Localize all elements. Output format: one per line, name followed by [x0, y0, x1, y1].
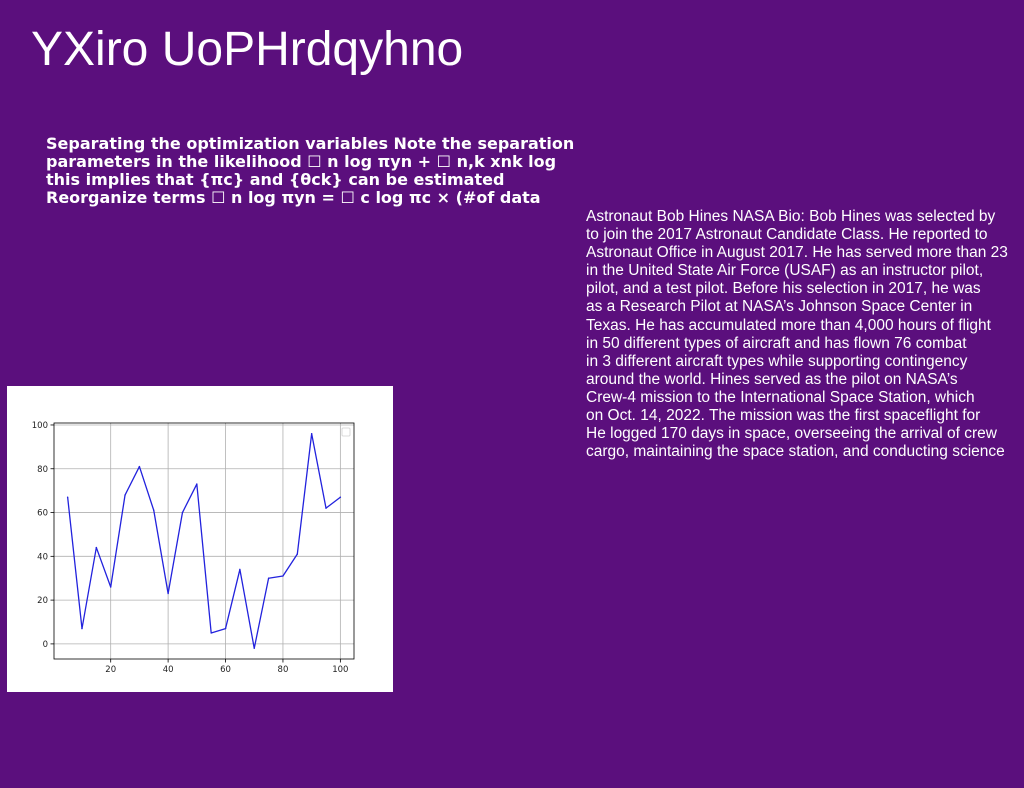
y-tick-label: 80	[37, 465, 48, 475]
series-line	[66, 433, 341, 649]
bio-line: in the United State Air Force (USAF) as …	[586, 262, 984, 280]
data-point	[210, 632, 212, 634]
bio-line: as a Research Pilot at NASA’s Johnson Sp…	[586, 298, 973, 316]
y-tick-label: 100	[32, 421, 48, 431]
bio-line: Crew-4 mission to the International Spac…	[586, 388, 975, 406]
bio-line: Texas. He has accumulated more than 4,00…	[586, 316, 991, 334]
data-point	[109, 586, 112, 588]
y-tick-label: 20	[37, 596, 48, 606]
bold-text-line: this implies that {πc} and {θck} can be …	[46, 170, 505, 189]
bold-text-block: Separating the optimization variables No…	[46, 135, 576, 207]
data-point	[282, 575, 284, 577]
x-tick-label: 40	[163, 665, 174, 675]
bold-text-line: parameters in the likelihood ☐ n log πyn…	[46, 152, 557, 171]
line-chart: 20 40 60 80 100 0 20 40 60 80 100	[7, 386, 393, 692]
bio-line: in 3 different aircraft types while supp…	[586, 352, 968, 370]
bio-line: Astronaut Bob Hines NASA Bio: Bob Hines …	[586, 208, 996, 225]
bio-line: in 50 different types of aircraft and ha…	[586, 334, 967, 352]
data-point	[66, 496, 69, 498]
bio-text-block: Astronaut Bob Hines NASA Bio: Bob Hines …	[586, 208, 1022, 461]
line-chart-svg: 20 40 60 80 100 0 20 40 60 80 100	[32, 421, 355, 675]
bio-line: cargo, maintaining the space station, an…	[586, 443, 1005, 461]
data-point	[181, 511, 184, 514]
data-point	[239, 568, 241, 571]
data-point	[95, 546, 98, 549]
bold-text-line: Reorganize terms ☐ n log πyn = ☐ c log π…	[46, 188, 541, 207]
data-point	[267, 577, 270, 579]
data-point	[339, 496, 342, 498]
page-title: YXiro UoPHrdqyhno	[31, 23, 464, 76]
y-tick-label: 60	[37, 509, 48, 519]
x-tick-label: 80	[278, 665, 289, 675]
x-tick-label: 20	[105, 665, 116, 675]
bio-line: on Oct. 14, 2022. The mission was the fi…	[586, 407, 981, 425]
data-point	[196, 483, 198, 485]
y-tick-label: 40	[37, 552, 48, 562]
bio-line: Astronaut Office in August 2017. He has …	[586, 244, 1008, 262]
plot-frame	[53, 422, 355, 660]
bio-line: pilot, and a test pilot. Before his sele…	[586, 280, 981, 298]
x-tick-label: 60	[220, 665, 231, 675]
y-tick-label: 0	[43, 640, 48, 650]
data-point	[124, 494, 126, 496]
bio-line: around the world. Hines served as the pi…	[586, 370, 958, 388]
data-point	[224, 627, 227, 630]
data-point	[310, 433, 313, 435]
data-point	[81, 627, 83, 630]
bio-line: He logged 170 days in space, overseeing …	[586, 425, 997, 443]
x-tick-label: 100	[332, 665, 348, 675]
bold-text-line: Separating the optimization variables No…	[46, 134, 575, 153]
data-point	[325, 507, 327, 509]
data-point	[167, 592, 169, 595]
data-point	[253, 647, 255, 649]
bio-line: to join the 2017 Astronaut Candidate Cla…	[586, 226, 988, 244]
data-point	[153, 509, 155, 512]
data-point	[296, 553, 299, 555]
legend-box	[341, 427, 351, 437]
data-point	[138, 465, 141, 468]
